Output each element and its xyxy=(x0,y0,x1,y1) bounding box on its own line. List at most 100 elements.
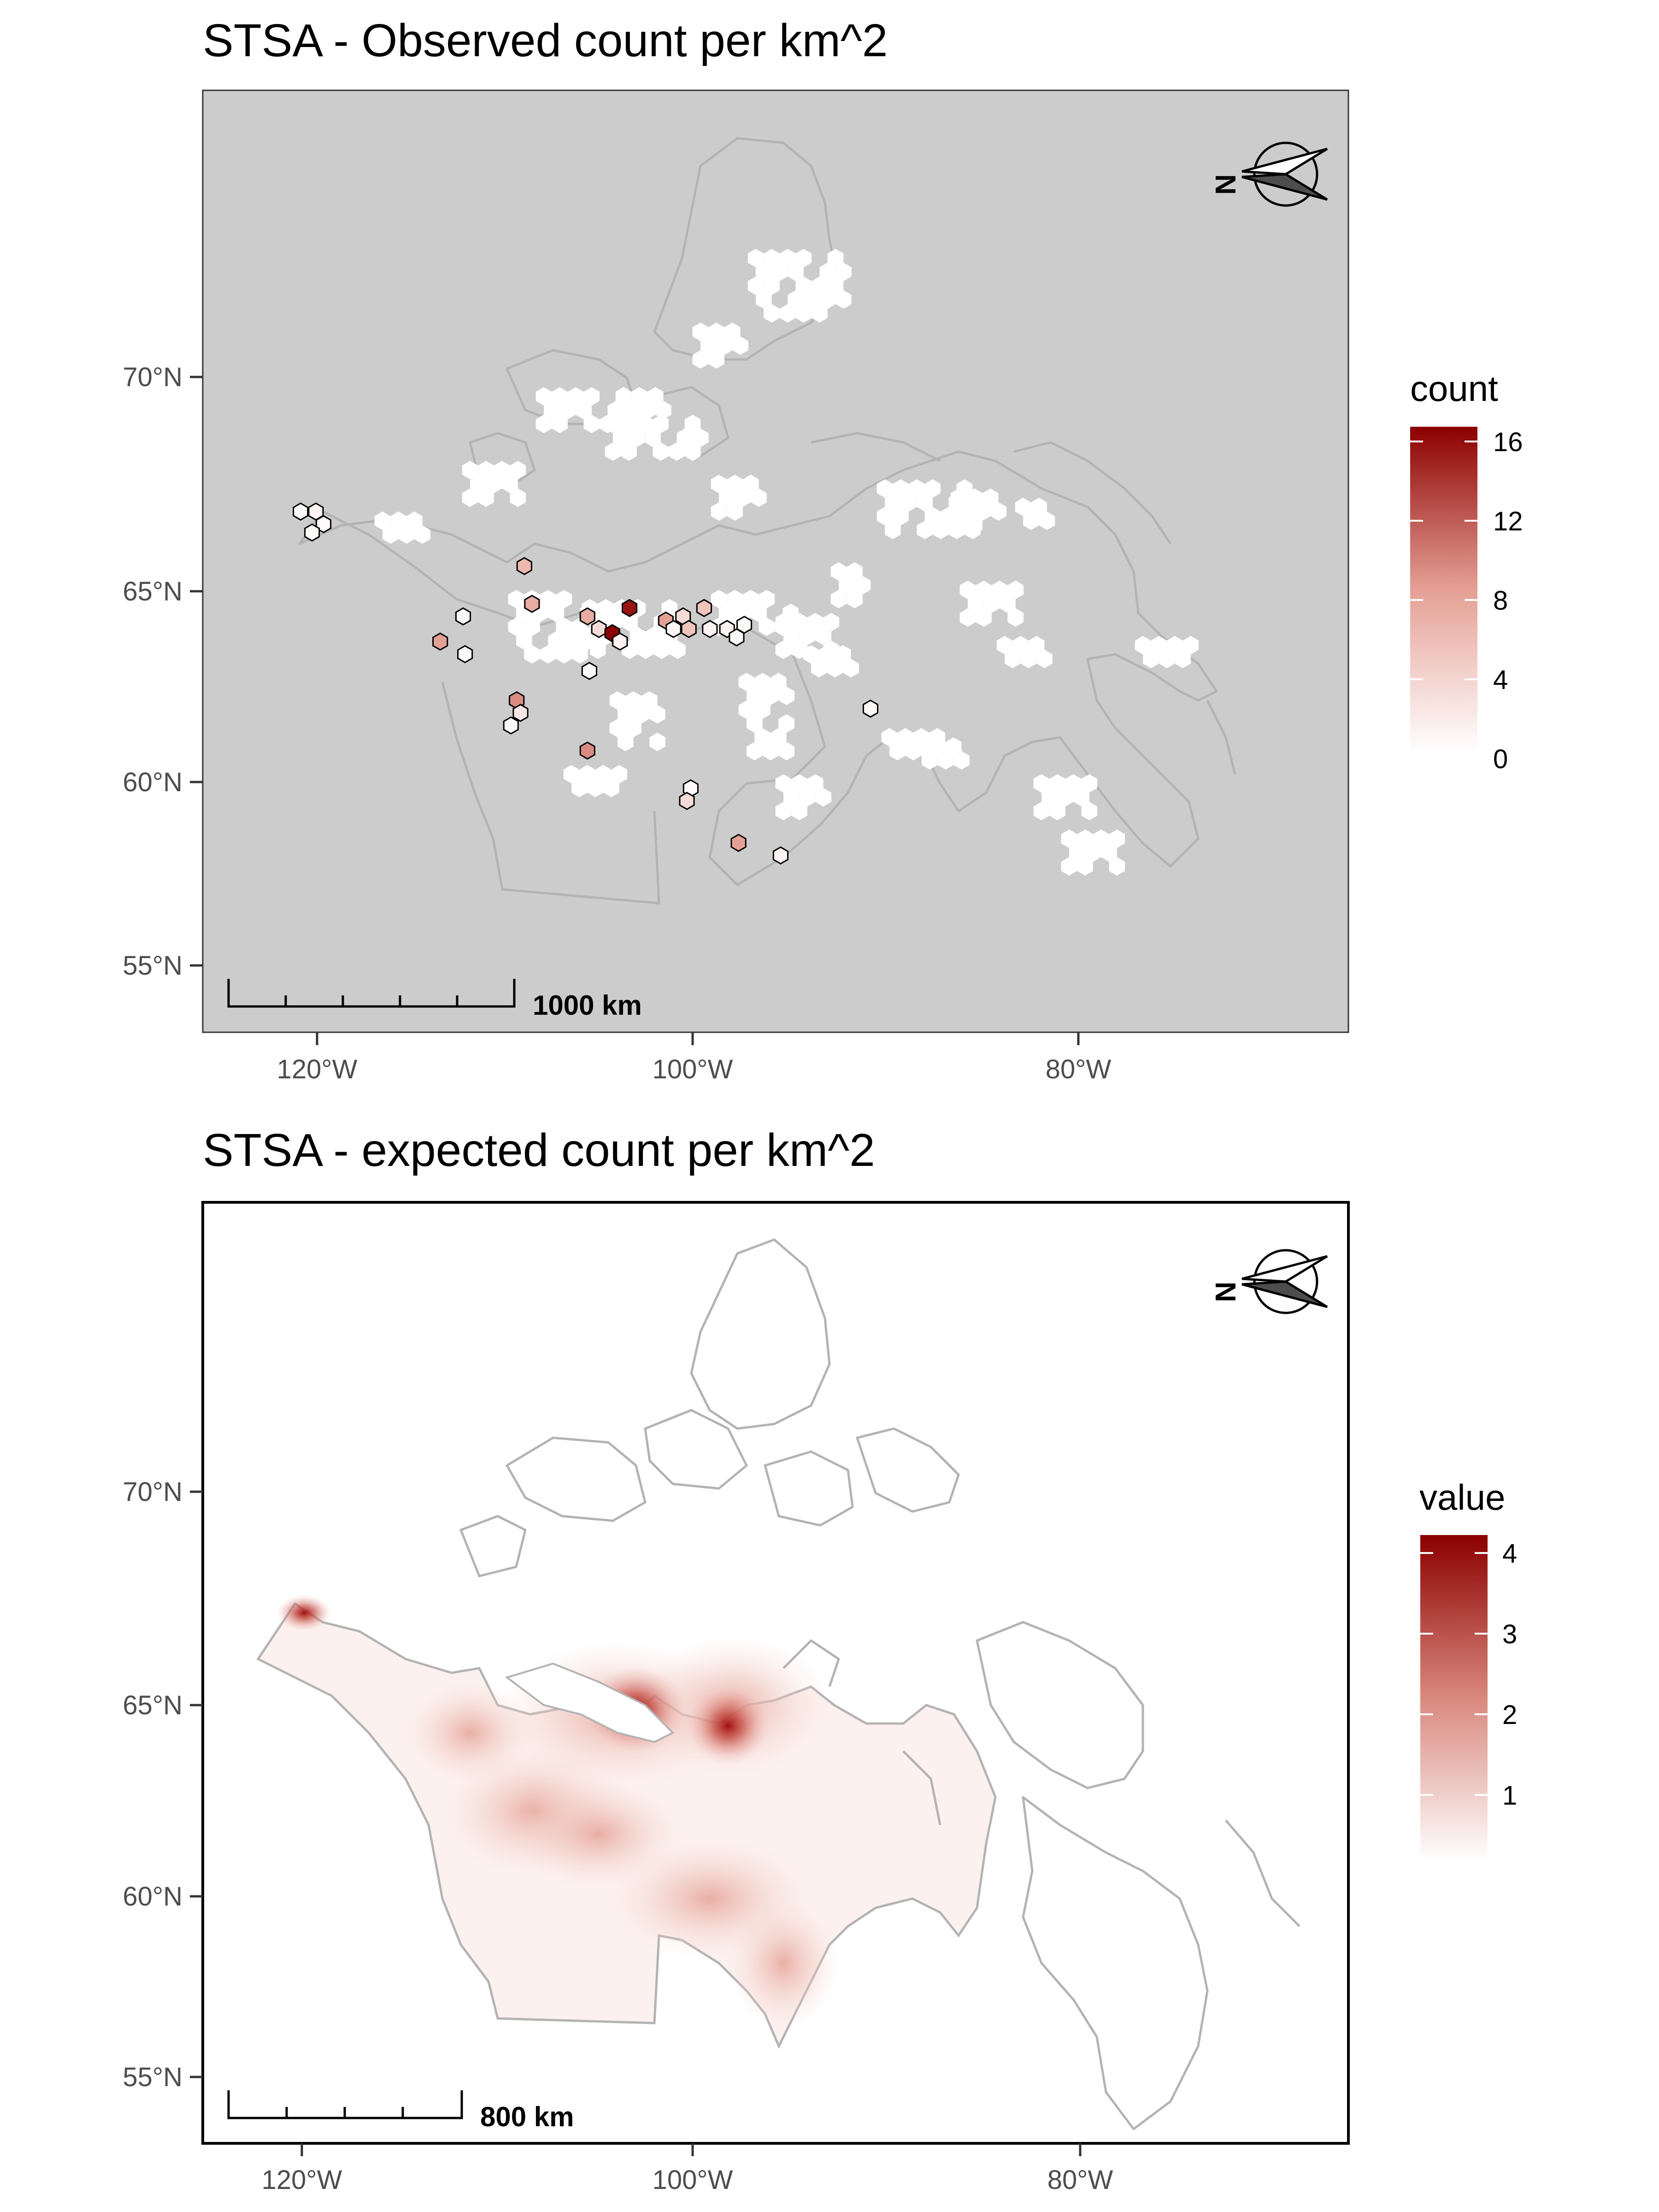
zero-hex-cell xyxy=(622,613,638,631)
zero-hex-cell xyxy=(775,774,792,793)
zero-hex-cell xyxy=(881,728,898,747)
zero-hex-cell xyxy=(756,263,772,281)
legend-colorbar xyxy=(1410,427,1477,752)
inlet-water xyxy=(505,1662,675,1743)
legend-label: 8 xyxy=(1493,586,1508,616)
zero-hex-cell xyxy=(900,493,917,512)
y-axis: 70°N 65°N 60°N 55°N xyxy=(123,1477,203,2092)
zero-hex-cell xyxy=(559,401,576,419)
zero-hex-cell xyxy=(747,714,763,733)
zero-hex-cell xyxy=(917,493,933,512)
x-axis: 120°W 100°W 80°W xyxy=(262,2143,1113,2195)
zero-hex-cell xyxy=(1109,830,1125,848)
zero-hex-cell xyxy=(877,479,893,498)
zero-hex-cell xyxy=(1151,636,1167,654)
zero-hex-cell xyxy=(621,442,637,461)
zero-hex-cell xyxy=(625,691,641,710)
zero-hex-cell xyxy=(930,737,946,756)
zero-hex-cell xyxy=(1065,774,1082,793)
count-hex-cell xyxy=(665,620,682,638)
zero-hex-cell xyxy=(815,788,831,806)
zero-hex-cell xyxy=(823,613,840,631)
zero-hex-cell xyxy=(544,401,560,419)
zero-hex-cell xyxy=(983,594,1000,613)
y-tick-label: 60°N xyxy=(123,1882,182,1912)
zero-hex-cell xyxy=(684,442,701,461)
zero-hex-cell xyxy=(478,488,494,507)
zero-hex-cell xyxy=(747,249,764,267)
count-hex-cell xyxy=(702,620,718,638)
zero-hex-cell xyxy=(953,751,970,770)
zero-hex-cell xyxy=(738,673,755,691)
zero-hex-cell xyxy=(827,276,844,295)
count-hex-cell xyxy=(581,662,597,680)
zero-hex-cell xyxy=(598,599,614,618)
zero-hex-cell xyxy=(959,581,976,599)
zero-hex-cell xyxy=(708,323,724,341)
zero-hex-cell xyxy=(556,590,572,608)
legend-label: 16 xyxy=(1493,427,1523,457)
zero-hex-cell xyxy=(756,290,772,309)
zero-hex-cell xyxy=(1057,788,1074,806)
zero-hex-cell xyxy=(719,604,735,622)
zero-hex-cell xyxy=(548,604,564,622)
panel-title: STSA - Observed count per km^2 xyxy=(203,15,888,66)
zero-hex-cell xyxy=(669,442,685,461)
count-hex-cell xyxy=(579,741,595,760)
zero-hex-cell xyxy=(700,336,717,355)
legend-label: 2 xyxy=(1502,1700,1517,1730)
zero-hex-cell xyxy=(607,401,624,419)
zero-hex-cell xyxy=(579,765,595,783)
zero-hex-cell xyxy=(494,461,510,479)
zero-hex-cell xyxy=(922,751,938,770)
zero-hex-cell xyxy=(1012,636,1029,654)
zero-hex-cell xyxy=(932,521,949,539)
zero-hex-cell xyxy=(815,627,831,645)
scale-label: 800 km xyxy=(480,2101,574,2132)
compass-label: N xyxy=(1209,1282,1241,1302)
zero-hex-cell xyxy=(571,779,588,797)
zero-hex-cell xyxy=(807,613,824,631)
zero-hex-cell xyxy=(819,645,835,664)
count-hex-cell xyxy=(457,645,473,664)
y-tick-label: 55°N xyxy=(123,2062,182,2092)
legend-label: 0 xyxy=(1493,744,1508,774)
zero-hex-cell xyxy=(803,290,820,309)
zero-hex-cell xyxy=(893,479,909,498)
zero-hex-cell xyxy=(751,604,767,622)
zero-hex-cell xyxy=(567,387,584,406)
zero-hex-cell xyxy=(803,645,819,664)
zero-hex-cell xyxy=(877,507,893,525)
zero-hex-cell xyxy=(779,304,796,323)
zero-hex-cell xyxy=(508,590,524,608)
zero-hex-cell xyxy=(783,627,800,645)
zero-hex-cell xyxy=(783,788,800,806)
zero-hex-cell xyxy=(799,788,816,806)
y-tick-label: 70°N xyxy=(123,1477,182,1507)
legend-label: 4 xyxy=(1502,1539,1517,1569)
x-tick-label: 120°W xyxy=(262,2165,342,2195)
zero-hex-cell xyxy=(611,765,628,783)
zero-hex-cell xyxy=(843,659,859,677)
count-hex-cell xyxy=(862,700,878,718)
zero-hex-cell xyxy=(885,521,901,539)
zero-hex-cell xyxy=(684,415,701,433)
zero-hex-cell xyxy=(770,728,787,747)
zero-hex-cell xyxy=(893,507,909,525)
zero-hex-cell xyxy=(398,525,415,544)
zero-hex-cell xyxy=(524,645,540,664)
zero-hex-cell xyxy=(835,645,851,664)
zero-hex-cell xyxy=(649,705,665,724)
zero-hex-cell xyxy=(754,700,771,719)
zero-hex-cell xyxy=(624,401,640,419)
zero-hex-cell xyxy=(1101,843,1117,862)
zero-hex-cell xyxy=(778,742,794,760)
zero-hex-cell xyxy=(639,401,656,419)
map-background xyxy=(202,89,1349,1033)
zero-hex-cell xyxy=(791,802,807,820)
zero-hex-cell xyxy=(414,525,430,544)
zero-hex-cell xyxy=(771,263,788,281)
zero-hex-cell xyxy=(583,415,600,433)
zero-hex-cell xyxy=(742,590,759,608)
zero-hex-cell xyxy=(735,488,751,507)
